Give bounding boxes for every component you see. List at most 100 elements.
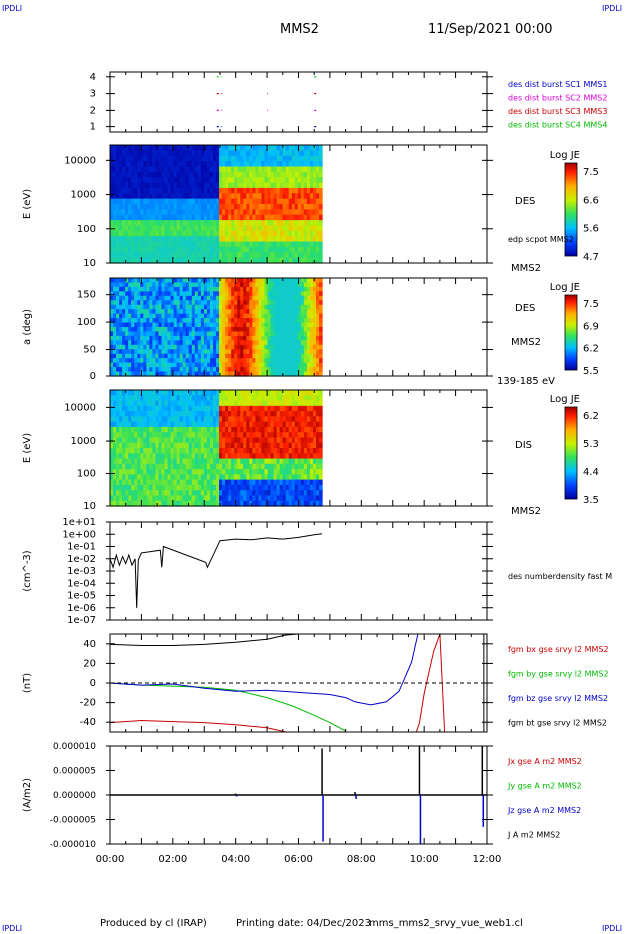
spectrogram-cell xyxy=(243,161,247,168)
spectrogram-cell xyxy=(203,490,208,497)
spectrogram-cell xyxy=(206,252,211,259)
spectrogram-cell xyxy=(316,432,320,439)
spectrogram-cell xyxy=(176,405,181,412)
spectrogram-cell xyxy=(216,257,220,264)
spectrogram-cell xyxy=(131,469,135,475)
spectrogram-cell xyxy=(170,495,175,502)
spectrogram-cell xyxy=(228,204,232,210)
spectrogram-cell xyxy=(164,214,169,221)
spectrogram-cell xyxy=(240,400,244,407)
spectrogram-cell xyxy=(164,220,169,227)
spectrogram-cell xyxy=(225,479,229,486)
spectrogram-cell xyxy=(319,390,323,396)
spectrogram-cell xyxy=(209,282,214,288)
spectrogram-cell xyxy=(191,304,196,310)
spectrogram-cell xyxy=(152,291,157,297)
spectrogram-cell xyxy=(222,340,226,346)
spectrogram-cell xyxy=(294,432,299,439)
spectrogram-cell xyxy=(240,390,244,396)
spectrogram-cell xyxy=(279,278,284,284)
spectrogram-cell xyxy=(161,395,166,402)
spectrogram-cell xyxy=(170,171,175,178)
spectrogram-cell xyxy=(237,182,241,189)
spectrogram-cell xyxy=(297,177,302,184)
spectrogram-cell xyxy=(122,166,126,173)
spectrogram-cell xyxy=(161,463,166,470)
spectrogram-cell xyxy=(279,335,284,341)
spectrogram-cell xyxy=(182,490,187,497)
spectrogram-cell xyxy=(312,432,317,439)
spectrogram-cell xyxy=(125,353,129,359)
spectrogram-cell xyxy=(297,145,302,151)
spectrogram-cell xyxy=(116,278,120,284)
spectrogram-cell xyxy=(197,484,202,491)
spectrogram-cell xyxy=(240,318,244,324)
spectrogram-cell xyxy=(164,371,169,377)
spectrogram-cell xyxy=(179,309,184,315)
spectrogram-cell xyxy=(182,353,187,359)
spectrogram-cell xyxy=(258,209,263,216)
spectrogram-cell xyxy=(264,313,269,319)
spectrogram-cell xyxy=(140,220,144,227)
spectrogram-cell xyxy=(155,437,160,444)
spectrogram-cell xyxy=(285,214,290,221)
spectrogram-cell xyxy=(282,309,287,315)
spectrogram-cell xyxy=(288,291,293,297)
spectrogram-cell xyxy=(273,458,278,465)
spectrogram-cell xyxy=(143,193,147,200)
spectrogram-cell xyxy=(137,295,141,301)
spectrogram-cell xyxy=(219,318,223,324)
spectrogram-cell xyxy=(282,318,287,324)
spectrogram-cell xyxy=(149,479,154,486)
spectrogram-cell xyxy=(291,304,296,310)
spectrogram-cell xyxy=(306,490,311,497)
spectrogram-cell xyxy=(297,405,302,412)
spectrogram-cell xyxy=(258,295,263,301)
spectrogram-cell xyxy=(170,442,175,449)
spectrogram-cell xyxy=(285,490,290,497)
spectrogram-cell xyxy=(234,204,238,210)
spectrogram-cell xyxy=(197,442,202,449)
spectrogram-cell xyxy=(131,442,135,449)
spectrogram-cell xyxy=(279,214,284,221)
spectrogram-cell xyxy=(179,282,184,288)
spectrogram-cell xyxy=(240,150,244,157)
spectrogram-cell xyxy=(306,500,311,507)
spectrogram-cell xyxy=(246,182,250,189)
spectrogram-cell xyxy=(267,286,272,292)
spectrogram-cell xyxy=(216,416,220,423)
spectrogram-cell xyxy=(316,395,320,402)
spectrogram-cell xyxy=(116,331,120,337)
spectrogram-cell xyxy=(119,214,123,221)
spectrogram-cell xyxy=(312,340,317,346)
spectrogram-cell xyxy=(164,442,169,449)
spectrogram-cell xyxy=(206,495,211,502)
spectrogram-cell xyxy=(249,291,253,297)
spectrogram-cell xyxy=(206,327,211,333)
spectrogram-cell xyxy=(288,214,293,221)
spectrogram-cell xyxy=(119,150,123,157)
spectrogram-cell xyxy=(261,421,266,428)
spectrogram-cell xyxy=(243,198,247,205)
spectrogram-cell xyxy=(176,484,181,491)
spectrogram-cell xyxy=(276,209,281,216)
spectrogram-cell xyxy=(167,405,172,412)
spectrogram-cell xyxy=(131,318,135,324)
spectrogram-cell xyxy=(312,458,317,465)
spectrogram-cell xyxy=(222,463,226,470)
spectrogram-cell xyxy=(237,327,241,333)
spectrogram-cell xyxy=(288,416,293,423)
spectrogram-cell xyxy=(185,257,190,264)
spectrogram-cell xyxy=(185,241,190,248)
spectrogram-cell xyxy=(219,209,223,216)
spectrogram-cell xyxy=(110,458,114,465)
spectrogram-cell xyxy=(137,198,141,205)
spectrogram-cell xyxy=(243,426,247,433)
spectrogram-cell xyxy=(209,463,214,470)
spectrogram-cell xyxy=(312,335,317,341)
spectrogram-cell xyxy=(179,171,184,178)
spectrogram-cell xyxy=(285,426,290,433)
spectrogram-cell xyxy=(158,309,163,315)
spectrogram-cell xyxy=(167,335,172,341)
spectrogram-cell xyxy=(255,432,260,439)
